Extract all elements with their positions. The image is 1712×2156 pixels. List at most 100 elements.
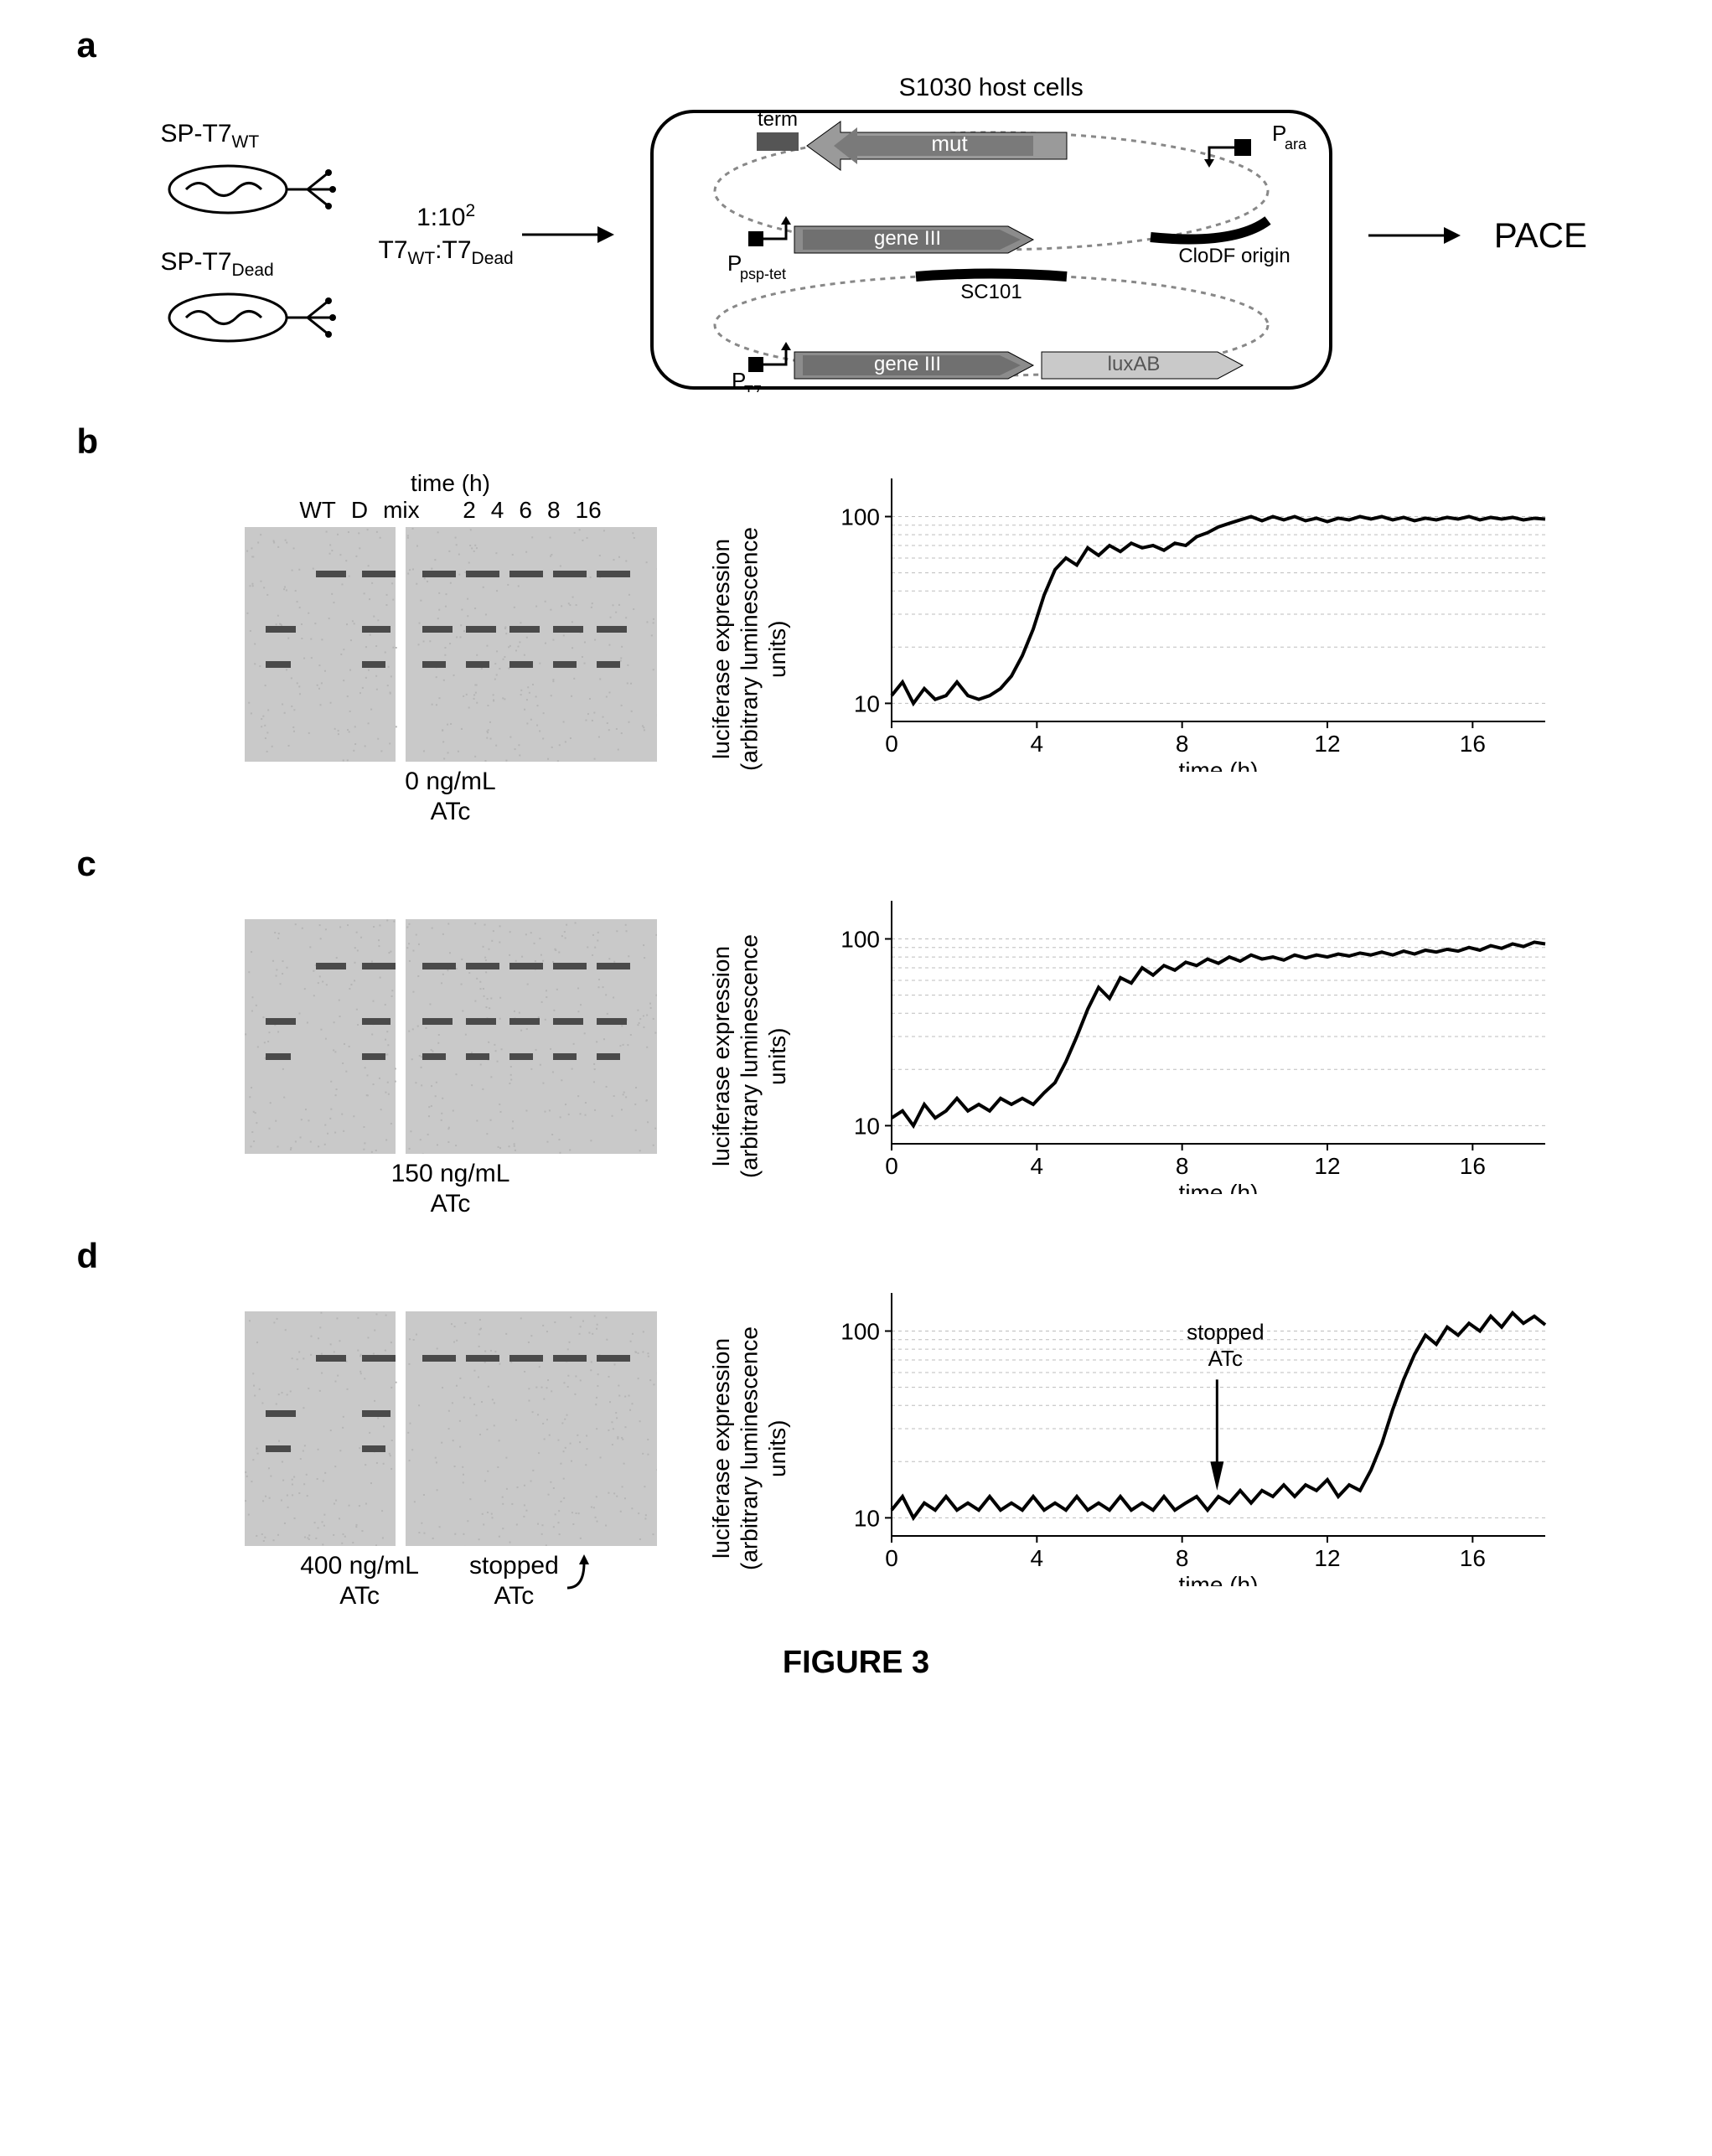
svg-text:8: 8 [1176, 1545, 1189, 1571]
panel-b-label: b [77, 421, 1653, 462]
phage-2-label: SP-T7Dead [161, 248, 274, 281]
gel-lanes: WT Dmix 2468 16 [299, 497, 601, 524]
chart-ylabel: luciferase expression (arbitrary lumines… [707, 934, 792, 1178]
term-label: term [758, 108, 798, 131]
ratio-block: 1:102 T7WT:T7Dead [379, 199, 614, 270]
ratio-top: 1:102 [379, 199, 514, 234]
lane: WT [299, 497, 336, 524]
text: WT [232, 132, 260, 152]
svg-text:10: 10 [854, 1505, 880, 1531]
svg-text:8: 8 [1176, 1153, 1189, 1179]
lane: 16 [576, 497, 602, 524]
svg-text:10: 10 [854, 1113, 880, 1139]
panel-a-label: a [77, 25, 1653, 65]
lane: 8 [547, 497, 561, 524]
pt7-sub: T7 [744, 383, 762, 392]
text: SP-T7 [161, 248, 232, 276]
svg-text:time (h): time (h) [1179, 1180, 1259, 1194]
luxab-label: luxAB [1107, 353, 1160, 375]
lane: mix [383, 497, 420, 524]
phage-1: SP-T7WT [161, 120, 345, 223]
phage-block: SP-T7WT SP-T7Dead [161, 120, 345, 351]
svg-text:12: 12 [1315, 1545, 1341, 1571]
svg-text:0: 0 [885, 731, 898, 757]
text: WT [408, 249, 436, 268]
gel-time-header: time (h) [411, 470, 490, 497]
svg-text:ATc: ATc [1208, 1346, 1243, 1371]
svg-text:16: 16 [1460, 1545, 1486, 1571]
text: Dead [472, 249, 514, 268]
origin-label: CloDF origin [1178, 245, 1290, 267]
svg-text:12: 12 [1315, 1153, 1341, 1179]
gel-image [245, 1311, 657, 1546]
text: 2 [465, 201, 475, 220]
host-cell: S1030 host cells term mut Para CloDF ori… [648, 74, 1335, 396]
gel-caption-d: 400 ng/mL ATc [300, 1551, 419, 1611]
gel-image [245, 527, 657, 762]
panel-d-label: d [77, 1236, 1653, 1276]
text: Dead [232, 261, 274, 280]
gel-c: 150 ng/mL ATc [245, 892, 657, 1219]
chart-ylabel: luciferase expression (arbitrary lumines… [707, 527, 792, 771]
svg-text:0: 0 [885, 1545, 898, 1571]
lane: 4 [491, 497, 504, 524]
svg-text:100: 100 [841, 504, 881, 530]
para-sub: ara [1285, 136, 1307, 153]
phage-icon [161, 284, 345, 351]
gel-caption-c: 150 ng/mL ATc [391, 1159, 510, 1219]
panel-c-label: c [77, 844, 1653, 884]
sc101-label: SC101 [960, 281, 1022, 303]
svg-text:0: 0 [885, 1153, 898, 1179]
chart-ylabel: luciferase expression (arbitrary lumines… [707, 1326, 792, 1570]
chart-d: 10 100 0 4 8 12 16 time (h) stoppedATc [833, 1285, 1554, 1586]
svg-text:16: 16 [1460, 1153, 1486, 1179]
arrow-icon [522, 218, 614, 251]
phage-1-label: SP-T7WT [161, 120, 260, 153]
panel-d: 400 ng/mL ATc stopped ATc luciferase exp… [245, 1285, 1653, 1611]
lane: 2 [463, 497, 476, 524]
gel-d: 400 ng/mL ATc stopped ATc [245, 1285, 657, 1611]
gel-b: time (h) WT Dmix 2468 16 0 ng/mL ATc [245, 470, 657, 827]
gel-image [245, 919, 657, 1154]
mut-label: mut [931, 131, 968, 156]
arrow-up-icon [559, 1546, 601, 1596]
pace-label: PACE [1494, 215, 1587, 256]
svg-text:100: 100 [841, 926, 881, 952]
svg-text:12: 12 [1315, 731, 1341, 757]
chart-c: 10 100 0 4 8 12 16 time (h) [833, 892, 1554, 1194]
panel-c: 150 ng/mL ATc luciferase expression (arb… [245, 892, 1653, 1219]
arrow-icon [1368, 219, 1461, 252]
text: :T7 [435, 236, 471, 264]
svg-text:stopped: stopped [1187, 1320, 1265, 1345]
phage-2: SP-T7Dead [161, 248, 345, 351]
gene3-label-2: gene III [874, 353, 941, 375]
gene3-label: gene III [874, 227, 941, 250]
lane: 6 [519, 497, 532, 524]
panel-b: time (h) WTDmix 246816 0 ng/mL ATc lucif… [245, 470, 1653, 827]
gel-caption-d2: stopped ATc [469, 1551, 559, 1611]
host-title: S1030 host cells [648, 74, 1335, 102]
svg-text:time (h): time (h) [1179, 757, 1259, 772]
panel-a: SP-T7WT SP-T7Dead [161, 74, 1653, 396]
figure-3: a SP-T7WT SP-T7Dead [60, 25, 1653, 1681]
chart-b: 10 100 0 4 8 12 16 time (h) [833, 470, 1554, 772]
svg-text:time (h): time (h) [1179, 1572, 1259, 1586]
svg-text:4: 4 [1031, 1545, 1044, 1571]
gel-caption-b: 0 ng/mL ATc [405, 767, 495, 827]
ratio-bottom: T7WT:T7Dead [379, 234, 514, 270]
text: T7 [379, 236, 408, 264]
svg-text:8: 8 [1176, 731, 1189, 757]
gel-caption-d2-block: stopped ATc [469, 1546, 601, 1611]
svg-text:4: 4 [1031, 731, 1044, 757]
host-cell-diagram: term mut Para CloDF origin Ppsp-tet gene… [648, 107, 1335, 392]
figure-caption: FIGURE 3 [60, 1645, 1653, 1681]
svg-text:4: 4 [1031, 1153, 1044, 1179]
ppsp-sub: psp-tet [740, 266, 786, 282]
text: 1:10 [416, 204, 465, 231]
svg-text:100: 100 [841, 1318, 881, 1344]
svg-text:16: 16 [1460, 731, 1486, 757]
lane: D [351, 497, 368, 524]
svg-text:10: 10 [854, 690, 880, 716]
phage-icon [161, 156, 345, 223]
text: SP-T7 [161, 120, 232, 147]
